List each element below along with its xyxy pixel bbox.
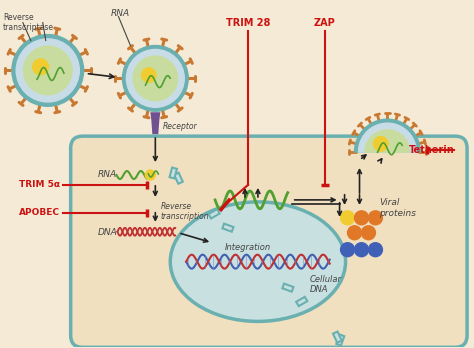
Circle shape — [368, 211, 383, 225]
Text: Reverse
transcriptase: Reverse transcriptase — [3, 13, 54, 32]
Circle shape — [362, 226, 375, 240]
Polygon shape — [296, 297, 307, 306]
FancyBboxPatch shape — [71, 136, 467, 347]
Circle shape — [355, 243, 368, 257]
Circle shape — [142, 68, 156, 82]
Text: ZAP: ZAP — [314, 18, 336, 27]
Polygon shape — [170, 167, 177, 179]
Text: TRIM 5α: TRIM 5α — [19, 181, 60, 189]
Circle shape — [368, 243, 383, 257]
Ellipse shape — [170, 202, 346, 322]
Circle shape — [23, 46, 72, 95]
Text: DNA: DNA — [98, 228, 117, 237]
Text: Integration: Integration — [225, 243, 271, 252]
Text: RNA: RNA — [110, 9, 129, 18]
Circle shape — [341, 211, 355, 225]
Polygon shape — [333, 332, 342, 343]
Circle shape — [146, 170, 155, 180]
Circle shape — [355, 211, 368, 225]
Text: Cellular
DNA: Cellular DNA — [310, 275, 342, 294]
Circle shape — [341, 243, 355, 257]
Circle shape — [12, 34, 83, 106]
Polygon shape — [355, 119, 420, 152]
Circle shape — [16, 39, 79, 102]
Text: TRIM 28: TRIM 28 — [226, 18, 270, 27]
Polygon shape — [209, 209, 219, 219]
Text: Reverse
transcription: Reverse transcription — [160, 202, 209, 221]
Text: Tetherin: Tetherin — [409, 145, 454, 155]
Circle shape — [127, 49, 184, 107]
Polygon shape — [336, 334, 344, 346]
Circle shape — [33, 59, 48, 75]
Text: Viral
proteins: Viral proteins — [379, 198, 417, 218]
Polygon shape — [365, 130, 410, 152]
Text: APOBEC: APOBEC — [19, 208, 60, 218]
Polygon shape — [150, 112, 160, 134]
Polygon shape — [222, 224, 234, 232]
Polygon shape — [283, 284, 293, 292]
Circle shape — [374, 137, 388, 151]
Text: RNA: RNA — [98, 171, 117, 180]
Circle shape — [133, 56, 178, 101]
Circle shape — [122, 46, 188, 111]
Polygon shape — [358, 123, 416, 152]
Text: Receptor: Receptor — [162, 122, 197, 131]
Polygon shape — [174, 173, 183, 184]
Circle shape — [347, 226, 362, 240]
